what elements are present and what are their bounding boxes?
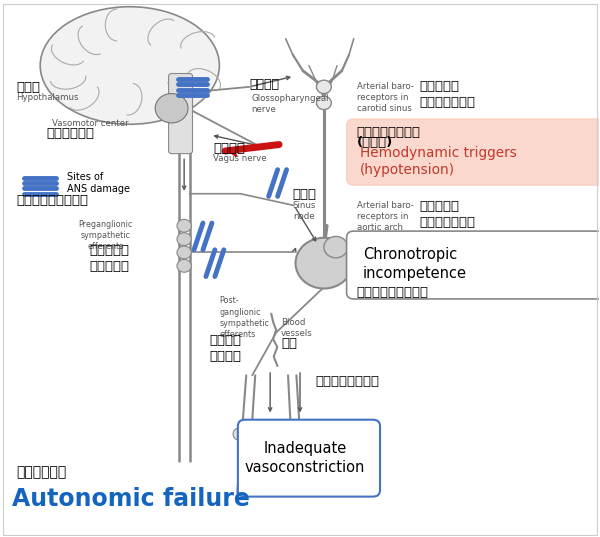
Text: 血管舒缩中枢: 血管舒缩中枢: [46, 127, 94, 140]
Circle shape: [177, 233, 191, 245]
Text: 自主神经损坏的位点: 自主神经损坏的位点: [16, 194, 88, 207]
Text: 神经节后
交感传出: 神经节后 交感传出: [209, 334, 241, 363]
Text: Arterial baro-
receptors in
carotid sinus: Arterial baro- receptors in carotid sinu…: [357, 82, 413, 113]
Text: 主动脉弓的
动脉压力感受器: 主动脉弓的 动脉压力感受器: [419, 200, 475, 229]
FancyBboxPatch shape: [238, 420, 380, 497]
Text: Sites of
ANS damage: Sites of ANS damage: [67, 172, 130, 194]
Ellipse shape: [233, 428, 244, 440]
Ellipse shape: [296, 238, 352, 288]
Ellipse shape: [242, 428, 253, 440]
Text: Vagus nerve: Vagus nerve: [214, 154, 267, 163]
FancyBboxPatch shape: [169, 74, 193, 154]
Text: Hemodynamic triggers
(hypotension): Hemodynamic triggers (hypotension): [360, 146, 517, 177]
FancyBboxPatch shape: [347, 119, 600, 185]
Text: Glossopharyngeal
nerve: Glossopharyngeal nerve: [251, 94, 329, 114]
Text: (低血压): (低血压): [357, 136, 393, 149]
Text: 神经节前交
感神经传出: 神经节前交 感神经传出: [90, 244, 130, 273]
Text: Sinus
node: Sinus node: [293, 201, 316, 221]
Text: Inadequate
vasoconstriction: Inadequate vasoconstriction: [245, 441, 365, 475]
Text: 舌咽神经: 舌咽神经: [249, 78, 279, 91]
Circle shape: [177, 246, 191, 259]
Text: 心脏变时性功能不全: 心脏变时性功能不全: [357, 286, 429, 299]
Ellipse shape: [155, 93, 188, 123]
Text: Hypothalamus: Hypothalamus: [16, 93, 79, 102]
Text: Vasomotor center: Vasomotor center: [52, 119, 129, 128]
Text: Post-
ganglionic
sympathetic
efferents: Post- ganglionic sympathetic efferents: [220, 296, 269, 339]
Text: 血管: 血管: [281, 337, 297, 350]
Text: Arterial baro-
receptors in
aortic arch: Arterial baro- receptors in aortic arch: [357, 200, 413, 232]
Text: 窦房结: 窦房结: [293, 188, 317, 201]
Text: 颈动脉窦的
动脉压力感受器: 颈动脉窦的 动脉压力感受器: [419, 81, 475, 110]
Ellipse shape: [316, 96, 331, 110]
Circle shape: [177, 259, 191, 272]
Text: Chronotropic
incompetence: Chronotropic incompetence: [363, 248, 467, 281]
Ellipse shape: [296, 428, 307, 440]
FancyBboxPatch shape: [347, 231, 600, 299]
Ellipse shape: [40, 7, 220, 124]
Ellipse shape: [316, 80, 331, 93]
Text: 血流动力学触发器: 血流动力学触发器: [357, 126, 421, 139]
Text: 迷走神经: 迷走神经: [214, 142, 245, 155]
Ellipse shape: [324, 236, 348, 258]
Text: 不适当的血管收缩: 不适当的血管收缩: [315, 375, 379, 388]
Text: Blood
vessels: Blood vessels: [281, 318, 313, 338]
Ellipse shape: [289, 428, 299, 440]
Text: 自主神经衰竭: 自主神经衰竭: [16, 466, 67, 480]
Text: Autonomic failure: Autonomic failure: [12, 487, 250, 511]
Circle shape: [177, 219, 191, 232]
Text: 下丘脑: 下丘脑: [16, 82, 40, 95]
Text: Preganglionic
sympathetic
efferents: Preganglionic sympathetic efferents: [79, 220, 133, 251]
